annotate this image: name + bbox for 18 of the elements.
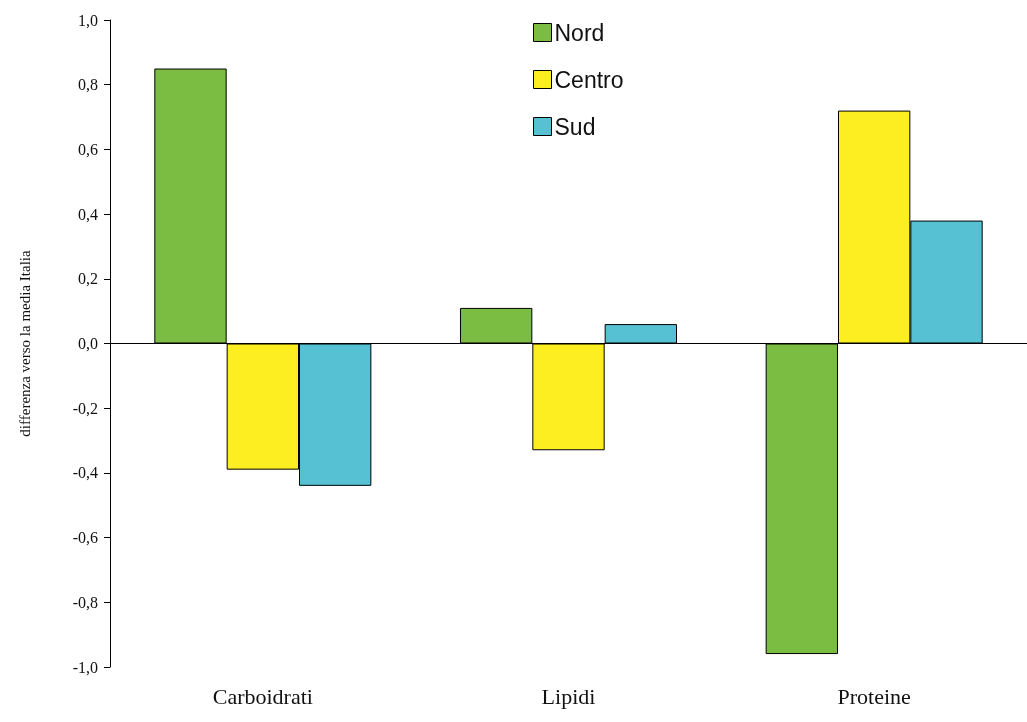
x-tick-label: Lipidi bbox=[541, 683, 596, 709]
y-tick-label: 1,0 bbox=[78, 11, 98, 29]
y-tick-label: 0,4 bbox=[78, 205, 98, 223]
x-tick-label: Carboidrati bbox=[212, 683, 313, 709]
y-tick-label: 0,6 bbox=[78, 140, 98, 158]
y-tick-label: -1,0 bbox=[72, 658, 98, 676]
legend-label: Nord bbox=[554, 19, 605, 46]
x-tick-label: Proteine bbox=[837, 683, 911, 709]
y-tick-label: -0,6 bbox=[72, 529, 98, 547]
y-tick-label: -0,2 bbox=[72, 399, 98, 417]
y-tick-label: 0,0 bbox=[78, 335, 98, 352]
y-tick-label: 0,2 bbox=[78, 270, 98, 288]
legend-label: Sud bbox=[554, 113, 596, 140]
y-tick-label: -0,4 bbox=[72, 464, 98, 482]
y-axis-title: differenza verso la media Italia bbox=[16, 250, 33, 437]
y-tick-label: 0,8 bbox=[78, 76, 98, 94]
legend-label: Centro bbox=[554, 66, 624, 93]
y-tick-label: -0,8 bbox=[72, 593, 98, 611]
